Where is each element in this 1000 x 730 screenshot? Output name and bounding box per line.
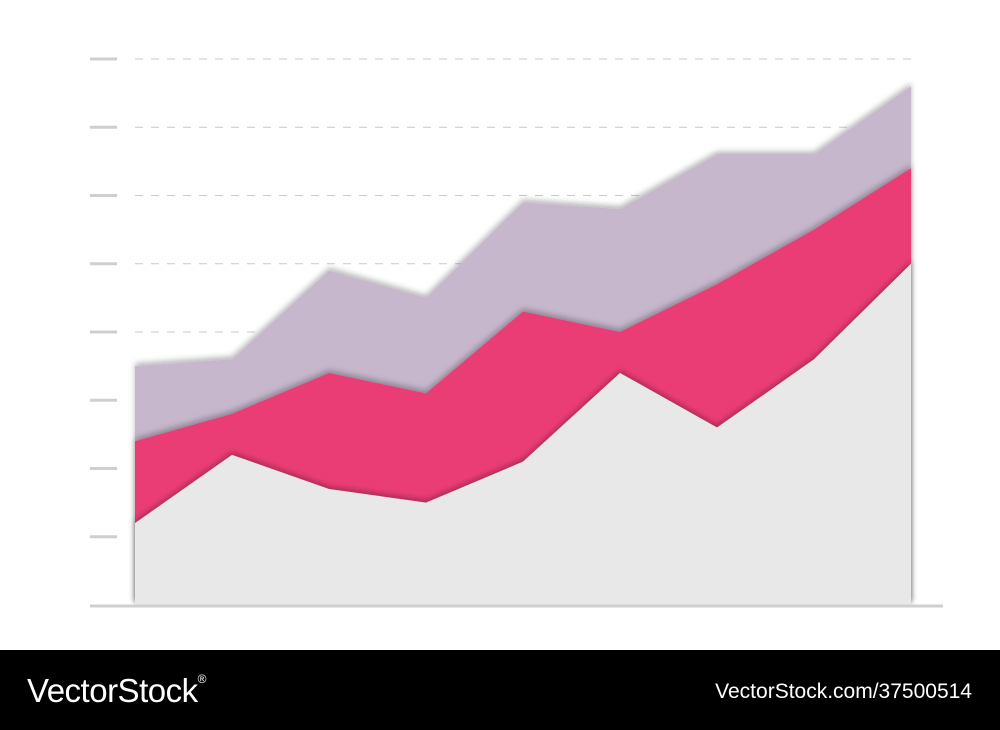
area-series-1 (135, 263, 911, 605)
stacked-area-chart (90, 57, 943, 608)
image-id-label: VectorStock.com/37500514 (715, 680, 972, 703)
brand-logo: VectorStock® (27, 672, 206, 709)
watermark-footer: VectorStock® VectorStock.com/37500514 (0, 650, 1000, 730)
area-series-group (135, 86, 911, 606)
chart-area (90, 57, 943, 608)
